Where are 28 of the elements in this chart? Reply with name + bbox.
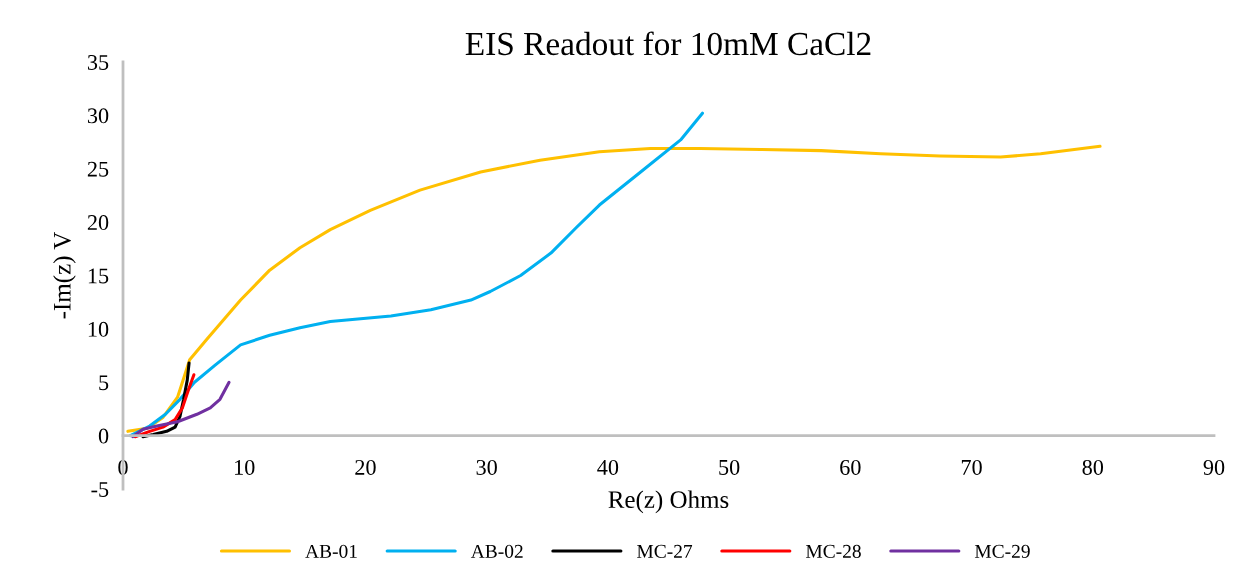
y-tick-label: 5	[99, 375, 109, 391]
x-tick-label: 50	[719, 459, 740, 475]
y-tick-label: 25	[87, 161, 109, 177]
legend-label: MC-27	[637, 544, 693, 558]
legend-label: AB-02	[470, 544, 523, 558]
x-tick-label: 80	[1082, 459, 1104, 475]
x-tick-label: 10	[235, 459, 255, 475]
y-tick-label: 10	[88, 321, 109, 337]
x-axis-title: Re(z) Ohms	[608, 490, 729, 514]
legend-label: MC-28	[805, 544, 861, 558]
x-tick-label: 90	[1203, 459, 1225, 475]
y-tick-label: 20	[87, 215, 109, 231]
x-tick-label: 70	[961, 459, 982, 475]
y-axis-title: -Im(z) V	[53, 231, 76, 319]
line-series	[131, 380, 231, 439]
line-series	[126, 144, 1102, 433]
x-tick-label: 30	[476, 459, 497, 475]
y-tick-label: 35	[87, 54, 109, 70]
x-tick-label: 20	[355, 459, 376, 475]
x-tick-label: 40	[597, 459, 619, 475]
y-tick-label: -5	[91, 482, 109, 497]
y-tick-label: 30	[87, 108, 109, 124]
legend-label: AB-01	[305, 544, 357, 558]
chart-title: EIS Readout for 10mM CaCl2	[465, 31, 871, 56]
legend-label: MC-29	[974, 544, 1030, 558]
y-tick-label: 0	[98, 428, 109, 444]
x-tick-label: 60	[840, 459, 861, 475]
y-tick-label: 15	[88, 268, 109, 284]
